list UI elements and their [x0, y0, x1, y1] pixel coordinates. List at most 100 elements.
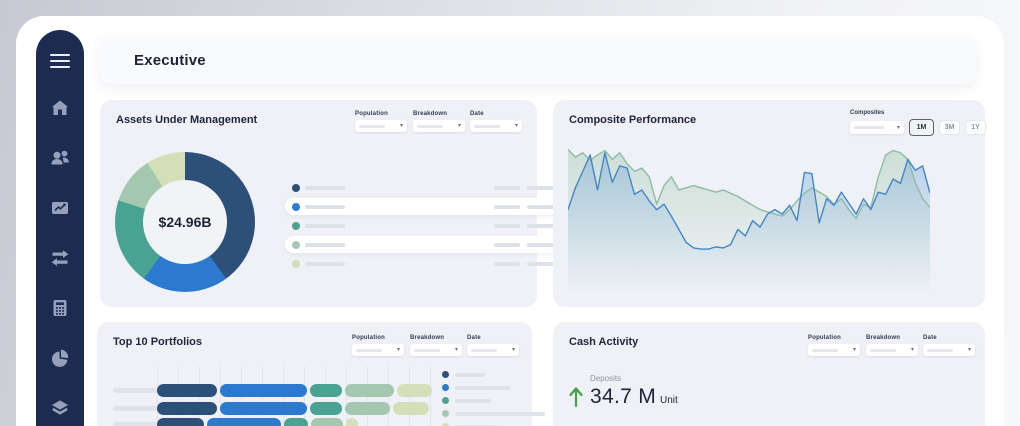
placeholder-value — [417, 124, 443, 128]
placeholder-label — [455, 411, 545, 416]
legend-row[interactable] — [442, 381, 545, 394]
population-filter: Population ▾ — [355, 111, 407, 132]
legend-dot — [292, 240, 300, 249]
placeholder-label — [305, 204, 345, 209]
segment-teal — [310, 402, 342, 415]
placeholder-value — [471, 348, 497, 352]
bar-row[interactable] — [157, 402, 432, 415]
chevron-down-icon: ▾ — [454, 347, 458, 353]
date-select[interactable]: ▾ — [923, 344, 975, 356]
deposits-unit: Unit — [660, 395, 678, 406]
legend-dot — [442, 384, 449, 391]
placeholder-value — [494, 242, 520, 247]
placeholder-value — [527, 204, 565, 209]
chevron-down-icon: ▾ — [399, 123, 403, 129]
aum-legend: USD USD USD USD USD — [285, 179, 585, 274]
date-select[interactable]: ▾ — [467, 344, 519, 356]
page-header: Executive — [100, 36, 976, 84]
date-filter: Date ▾ — [923, 335, 975, 356]
placeholder-value — [494, 223, 520, 228]
date-filter: Date ▾ — [470, 111, 522, 132]
composite-chart[interactable] — [568, 144, 930, 296]
bar-row[interactable] — [157, 418, 361, 426]
menu-icon[interactable] — [50, 54, 70, 68]
placeholder-value — [359, 124, 385, 128]
placeholder-label — [455, 398, 491, 403]
chevron-down-icon: ▾ — [396, 347, 400, 353]
aum-total-value: $24.96B — [158, 214, 212, 230]
aum-legend-row[interactable]: USD — [285, 217, 585, 234]
segment-navy — [157, 418, 204, 426]
population-select[interactable]: ▾ — [352, 344, 404, 356]
placeholder-label — [455, 385, 510, 390]
bar-row[interactable] — [157, 384, 435, 397]
calculator-icon[interactable] — [50, 298, 70, 318]
sidebar — [36, 30, 84, 426]
breakdown-select[interactable]: ▾ — [866, 344, 918, 356]
segment-pale — [397, 384, 432, 397]
segment-teal — [310, 384, 342, 397]
date-select[interactable]: ▾ — [470, 120, 522, 132]
population-filter: Population ▾ — [352, 335, 404, 356]
filter-label: Population — [352, 335, 385, 341]
legend-dot — [292, 221, 300, 230]
segment-navy — [157, 384, 217, 397]
cash-activity-card: Cash Activity Population ▾ Breakdown ▾ D… — [553, 322, 985, 426]
legend-dot — [292, 259, 300, 268]
range-buttons: 1M 3M 1Y — [904, 119, 986, 136]
segment-blue — [220, 402, 307, 415]
bar-row-placeholder-label — [113, 406, 157, 411]
legend-dot — [442, 397, 449, 404]
legend-row[interactable] — [442, 368, 545, 381]
home-icon[interactable] — [50, 98, 70, 118]
placeholder-value — [414, 348, 440, 352]
aum-legend-row[interactable]: USD — [285, 236, 585, 253]
filter-label: Breakdown — [410, 335, 445, 341]
performance-chart-icon[interactable] — [50, 198, 70, 218]
aum-donut-chart[interactable]: $24.96B — [115, 152, 255, 292]
chevron-down-icon: ▾ — [896, 124, 900, 131]
population-select[interactable]: ▾ — [355, 120, 407, 132]
composites-select[interactable]: ▾ — [850, 121, 904, 134]
placeholder-value — [527, 242, 565, 247]
composite-performance-card: Composite Performance Composites ▾ 1M 3M 1… — [553, 100, 986, 307]
layers-icon[interactable] — [50, 398, 70, 418]
pie-chart-icon[interactable] — [50, 348, 70, 368]
placeholder-value — [494, 261, 520, 266]
card-title: Assets Under Management — [116, 114, 258, 126]
placeholder-value — [494, 204, 520, 209]
aum-donut-center: $24.96B — [143, 180, 227, 264]
date-filter: Date ▾ — [467, 335, 519, 356]
breakdown-filter: Breakdown ▾ — [410, 335, 462, 356]
aum-legend-row[interactable]: USD — [285, 198, 585, 215]
legend-dot — [442, 371, 449, 378]
placeholder-label — [305, 223, 345, 228]
deposits-value: 34.7 M — [590, 385, 656, 408]
segment-sage — [345, 402, 390, 415]
breakdown-select[interactable]: ▾ — [410, 344, 462, 356]
filter-label: Date — [467, 335, 481, 341]
breakdown-filter: Breakdown ▾ — [413, 111, 465, 132]
transfers-icon[interactable] — [50, 248, 70, 268]
breakdown-select[interactable]: ▾ — [413, 120, 465, 132]
population-select[interactable]: ▾ — [808, 344, 860, 356]
population-filter: Population ▾ — [808, 335, 860, 356]
filter-label: Breakdown — [866, 335, 901, 341]
legend-row[interactable] — [442, 420, 545, 426]
clients-icon[interactable] — [50, 148, 70, 168]
filter-label: Population — [808, 335, 841, 341]
segment-sage — [311, 418, 343, 426]
placeholder-value — [854, 126, 884, 129]
page-title: Executive — [134, 51, 206, 69]
aum-legend-row[interactable]: USD — [285, 255, 585, 272]
legend-row[interactable] — [442, 407, 545, 420]
range-button-1m[interactable]: 1M — [909, 119, 934, 136]
range-button-3m[interactable]: 3M — [939, 120, 960, 135]
card-title: Cash Activity — [569, 336, 639, 348]
portfolios-legend — [442, 368, 545, 426]
placeholder-value — [527, 261, 565, 266]
legend-row[interactable] — [442, 394, 545, 407]
placeholder-label — [305, 242, 345, 247]
aum-legend-row[interactable]: USD — [285, 179, 585, 196]
range-button-1y[interactable]: 1Y — [965, 120, 986, 135]
